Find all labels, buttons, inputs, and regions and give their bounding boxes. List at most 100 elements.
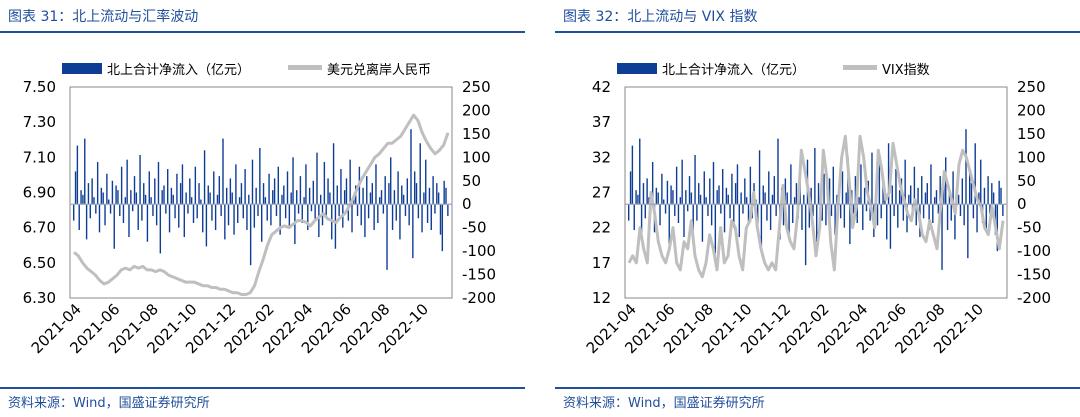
bar	[970, 183, 973, 205]
bar	[262, 183, 265, 205]
bar	[968, 171, 971, 205]
bar	[445, 187, 447, 205]
bar	[329, 192, 331, 205]
bar	[399, 204, 401, 240]
bar	[323, 162, 326, 205]
bar	[443, 180, 445, 205]
bar	[214, 204, 217, 231]
bar	[113, 204, 115, 249]
chart-title: 图表 31：北上流动与汇率波动	[8, 9, 199, 25]
bar	[109, 204, 112, 214]
bar	[762, 185, 764, 205]
bar	[377, 204, 379, 223]
bar	[205, 204, 208, 247]
bar	[880, 204, 882, 219]
bar	[720, 204, 722, 214]
bar	[237, 204, 239, 223]
bar	[373, 204, 375, 231]
bar	[364, 204, 366, 238]
bar	[1000, 187, 1002, 205]
bar	[349, 159, 351, 205]
bar	[303, 197, 305, 205]
bar	[190, 197, 193, 205]
bar	[758, 150, 761, 205]
right-axis-tick: 200	[462, 101, 491, 119]
bar	[224, 204, 226, 240]
bar	[248, 194, 250, 205]
bar	[830, 204, 833, 216]
bar	[886, 204, 888, 240]
bar	[163, 185, 165, 205]
bar	[360, 204, 362, 226]
bar	[139, 154, 141, 205]
bar	[688, 176, 691, 205]
bar	[410, 129, 412, 205]
bar	[386, 204, 388, 270]
bar	[782, 204, 785, 226]
bar	[181, 164, 184, 205]
bar	[437, 192, 440, 205]
bar	[301, 204, 303, 223]
bar	[284, 204, 287, 219]
bar	[635, 190, 637, 205]
legend-bar-swatch	[617, 63, 657, 74]
bar	[172, 194, 174, 205]
bar	[992, 192, 995, 205]
bar	[663, 199, 665, 205]
bar	[312, 180, 315, 205]
bar	[740, 192, 742, 205]
bar	[716, 190, 718, 205]
bar	[793, 197, 796, 205]
source-note: 资料来源：Wind，国盛证券研究所	[8, 396, 210, 411]
bar	[428, 187, 431, 205]
bar	[768, 171, 770, 205]
bar	[432, 176, 434, 205]
right-axis-tick: 250	[462, 78, 491, 96]
bar	[179, 183, 182, 205]
bar	[176, 173, 178, 205]
bar	[111, 180, 114, 205]
bar	[801, 204, 803, 231]
top-rule	[0, 31, 525, 33]
bar	[345, 178, 348, 205]
bar	[764, 192, 766, 205]
bar	[316, 152, 318, 205]
right-axis-tick: 0	[462, 195, 472, 213]
bar	[677, 204, 680, 223]
bar	[664, 204, 667, 214]
bar	[150, 197, 152, 205]
bar	[196, 204, 198, 219]
bar	[207, 185, 209, 205]
bar	[967, 204, 969, 259]
bottom-rule	[0, 387, 525, 389]
bar	[255, 187, 257, 205]
bar	[745, 197, 748, 205]
bar	[419, 143, 421, 205]
bar	[898, 190, 901, 205]
bar	[696, 204, 698, 221]
bar	[985, 204, 987, 231]
bar	[202, 204, 204, 233]
bar	[378, 197, 381, 205]
bar	[216, 194, 219, 205]
bar	[128, 204, 130, 238]
bar	[642, 183, 645, 205]
bar	[683, 204, 685, 238]
bar	[417, 204, 420, 219]
bar	[425, 159, 427, 205]
bar	[369, 192, 372, 205]
left-axis-tick: 42	[592, 78, 611, 96]
bar	[406, 178, 409, 205]
bar	[189, 178, 191, 205]
bar	[924, 192, 927, 205]
bar	[124, 197, 127, 205]
bar	[777, 138, 779, 205]
bar	[784, 178, 787, 205]
bar	[165, 204, 167, 214]
bar	[771, 194, 774, 205]
left-axis-tick: 6.70	[23, 219, 56, 237]
bar	[146, 204, 149, 242]
bar	[297, 204, 300, 214]
bar	[246, 204, 248, 231]
bar	[391, 204, 394, 231]
